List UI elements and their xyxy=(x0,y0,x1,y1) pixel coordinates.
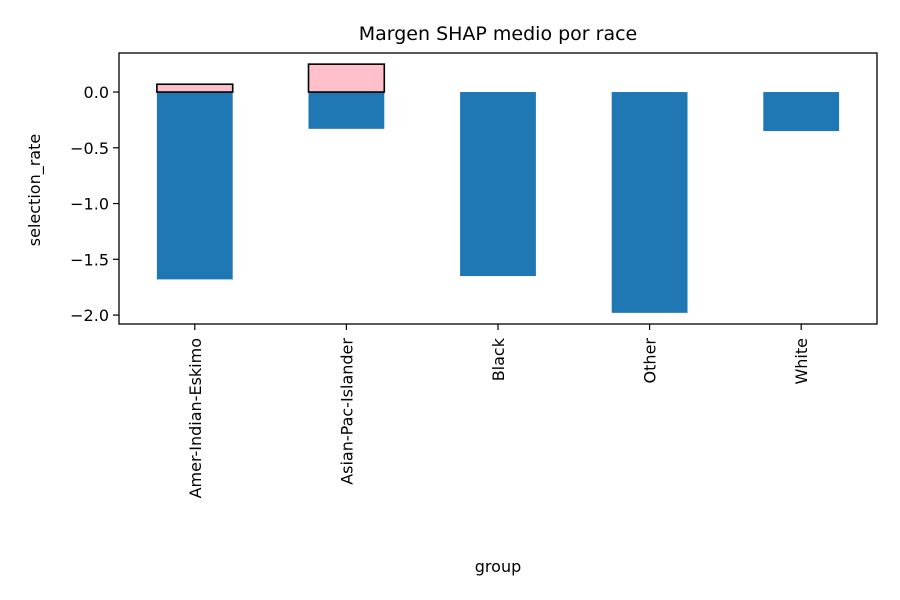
bar-series-2-amer-indian-eskimo xyxy=(156,83,234,93)
y-tick-label: −2.0 xyxy=(70,306,109,325)
x-tick-label: Other xyxy=(641,338,660,384)
y-tick-label: −1.5 xyxy=(70,250,109,269)
y-tick-label: −0.5 xyxy=(70,139,109,158)
x-tick-label: White xyxy=(792,338,811,385)
bar-series-1-amer-indian-eskimo xyxy=(156,92,233,280)
x-axis-label: group xyxy=(475,557,521,576)
bar-series-1-asian-pac-islander xyxy=(308,92,385,129)
x-tick-label: Asian-Pac-Islander xyxy=(337,338,356,485)
y-axis-label: selection_rate xyxy=(25,134,45,246)
x-tick-label: Black xyxy=(489,337,508,381)
bars-layer xyxy=(156,63,840,313)
bar-series-1-white xyxy=(763,92,840,132)
bar-series-2-asian-pac-islander xyxy=(307,63,386,93)
y-tick-label: 0.0 xyxy=(84,83,109,102)
y-tick-label: −1.0 xyxy=(70,195,109,214)
x-tick-label: Amer-Indian-Eskimo xyxy=(186,338,205,498)
ticks-layer: 0.0 −0.5 −1.0 −1.5 −2.0 Amer-Indian-Eskimo Asi… xyxy=(70,83,811,498)
bar-series-1-black xyxy=(460,92,536,277)
chart-title: Margen SHAP medio por race xyxy=(359,23,638,45)
bar-series-1-other xyxy=(611,92,688,313)
